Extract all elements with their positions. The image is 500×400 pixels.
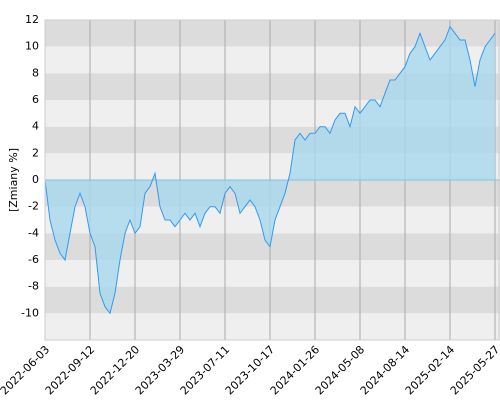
band [45, 260, 500, 287]
y-tick-label: -2 [28, 200, 39, 213]
y-axis-label: [Zmiany %] [7, 148, 20, 212]
y-tick-label: -10 [21, 306, 39, 319]
y-tick-label: -8 [28, 280, 39, 293]
y-tick-label: 10 [25, 40, 39, 53]
y-tick-label: 8 [32, 66, 39, 79]
band [45, 313, 500, 340]
y-tick-label: 6 [32, 93, 39, 106]
y-tick-label: 0 [32, 173, 39, 186]
band [45, 286, 500, 314]
y-tick-label: 2 [32, 146, 39, 159]
plot-border [44, 19, 500, 341]
y-tick-label: -4 [28, 226, 39, 239]
area [45, 26, 495, 314]
band [45, 20, 500, 47]
y-tick-label: -6 [28, 253, 39, 266]
line [44, 25, 496, 315]
y-tick-label: 12 [25, 13, 39, 26]
y-tick-label: 4 [32, 120, 39, 133]
